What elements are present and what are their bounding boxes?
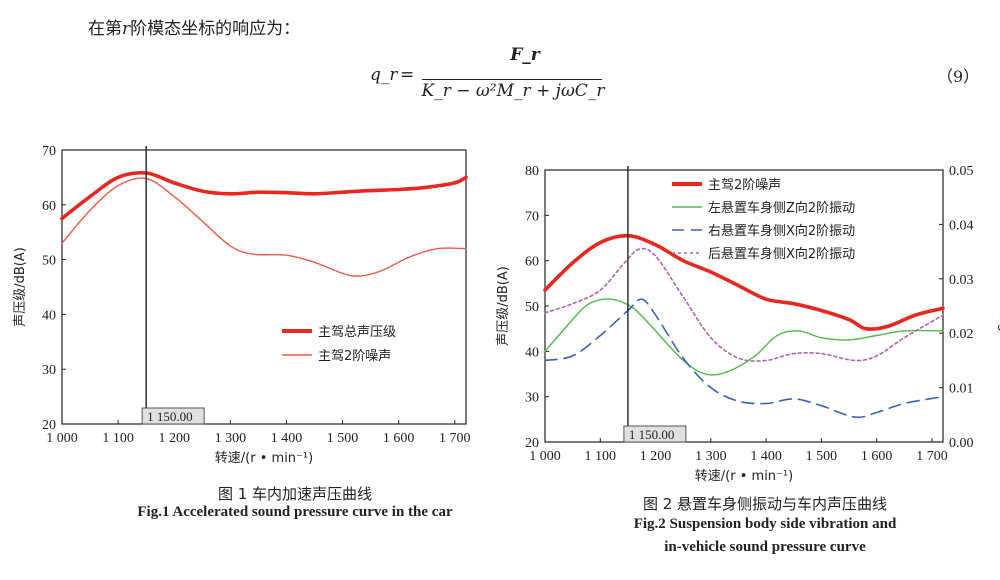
fig2-caption-cn: 图 2 悬置车身侧振动与车内声压曲线: [642, 495, 888, 513]
series-line: [543, 233, 945, 331]
x-tick-label: 1 200: [158, 431, 190, 446]
x-tick-label: 1 400: [750, 449, 782, 464]
cursor-label: 1 150.00: [629, 427, 675, 442]
y2-tick-label: 0.01: [949, 382, 974, 397]
y2-tick-label: 0.00: [949, 436, 974, 451]
x-tick-label: 1 700: [439, 431, 471, 446]
intro-text: 在第r阶模态坐标的响应为：: [88, 19, 301, 39]
cursor-label-box: [623, 425, 687, 443]
y-axis-label: 声压级/dB(A): [496, 266, 511, 346]
eq-lhs: q_r: [370, 65, 398, 85]
eq-denominator: K_r − ω²M_r + jωC_r: [421, 81, 605, 101]
x-tick-label: 1 100: [102, 431, 134, 446]
equation-number: （9）: [937, 67, 980, 86]
legend-label: 左悬置车身侧Z向2阶振动: [708, 200, 855, 216]
x-tick-label: 1 400: [271, 431, 303, 446]
plot-frame: [61, 149, 467, 425]
y-tick-label: 60: [42, 199, 56, 214]
y-tick-label: 50: [42, 254, 56, 269]
y2-axis-label: 加速度/g: [997, 280, 1000, 332]
x-tick-label: 1 000: [529, 449, 561, 464]
y-tick-label: 20: [42, 418, 56, 433]
figure-2: 1 000 1 100 1 200 1 300 1 400 1 500 1 600 1 700…: [496, 164, 1000, 484]
x-tick-label: 1 100: [585, 449, 617, 464]
series-line: [544, 298, 944, 419]
x-axis-label: 转速/(r • min⁻¹): [695, 469, 793, 484]
legend-label: 主驾2阶噪声: [708, 178, 781, 193]
series-line: [61, 177, 467, 277]
series-line: [60, 170, 468, 221]
y-tick-label: 70: [525, 209, 539, 224]
eq-equals: =: [400, 65, 415, 85]
cursor-label: 1 150.00: [147, 409, 193, 424]
y-tick-label: 20: [525, 436, 539, 451]
legend-label: 后悬置车身侧X向2阶振动: [708, 246, 855, 262]
x-tick-label: 1 500: [806, 449, 838, 464]
x-tick-label: 1 200: [640, 449, 672, 464]
x-tick-label: 1 300: [695, 449, 727, 464]
y2-tick-label: 0.04: [949, 218, 974, 233]
fig1-caption-cn: 图 1 车内加速声压曲线: [217, 485, 373, 503]
x-tick-label: 1 700: [916, 449, 948, 464]
series-line: [544, 247, 944, 362]
x-tick-label: 1 600: [383, 431, 415, 446]
legend-label: 主驾2阶噪声: [318, 349, 391, 364]
fig2-caption-en-2: in-vehicle sound pressure curve: [664, 539, 866, 555]
eq-fraction-bar: [422, 79, 602, 80]
y-tick-label: 40: [525, 345, 539, 360]
fig1-caption-en: Fig.1 Accelerated sound pressure curve i…: [137, 504, 453, 520]
x-tick-label: 1 300: [215, 431, 247, 446]
y-tick-label: 60: [525, 255, 539, 270]
y-tick-label: 40: [42, 308, 56, 323]
y-tick-label: 30: [42, 363, 56, 378]
legend-label: 主驾总声压级: [318, 325, 396, 340]
series-line: [544, 298, 944, 376]
y-tick-label: 50: [525, 300, 539, 315]
y2-tick-label: 0.03: [949, 273, 974, 288]
x-tick-label: 1 000: [46, 431, 78, 446]
x-tick-label: 1 500: [327, 431, 359, 446]
y2-tick-label: 0.02: [949, 327, 974, 342]
y-tick-label: 70: [42, 144, 56, 159]
y-tick-label: 80: [525, 164, 539, 179]
y-axis-label: 声压级/dB(A): [13, 247, 28, 327]
x-axis-label: 转速/(r • min⁻¹): [215, 451, 313, 466]
cursor-label-box: [141, 407, 205, 425]
legend-label: 右悬置车身侧X向2阶振动: [708, 223, 855, 239]
y-tick-label: 30: [525, 391, 539, 406]
fig2-caption-en-1: Fig.2 Suspension body side vibration and: [633, 516, 897, 532]
x-tick-label: 1 600: [861, 449, 893, 464]
y2-tick-label: 0.05: [949, 164, 974, 179]
eq-numerator: F_r: [510, 45, 540, 65]
equation: q_r = F_r K_r − ω²M_r + jωC_r: [370, 45, 604, 105]
figure-1: 1 000 1 100 1 200 1 300 1 400 1 500 1 600 1 700…: [13, 144, 471, 466]
